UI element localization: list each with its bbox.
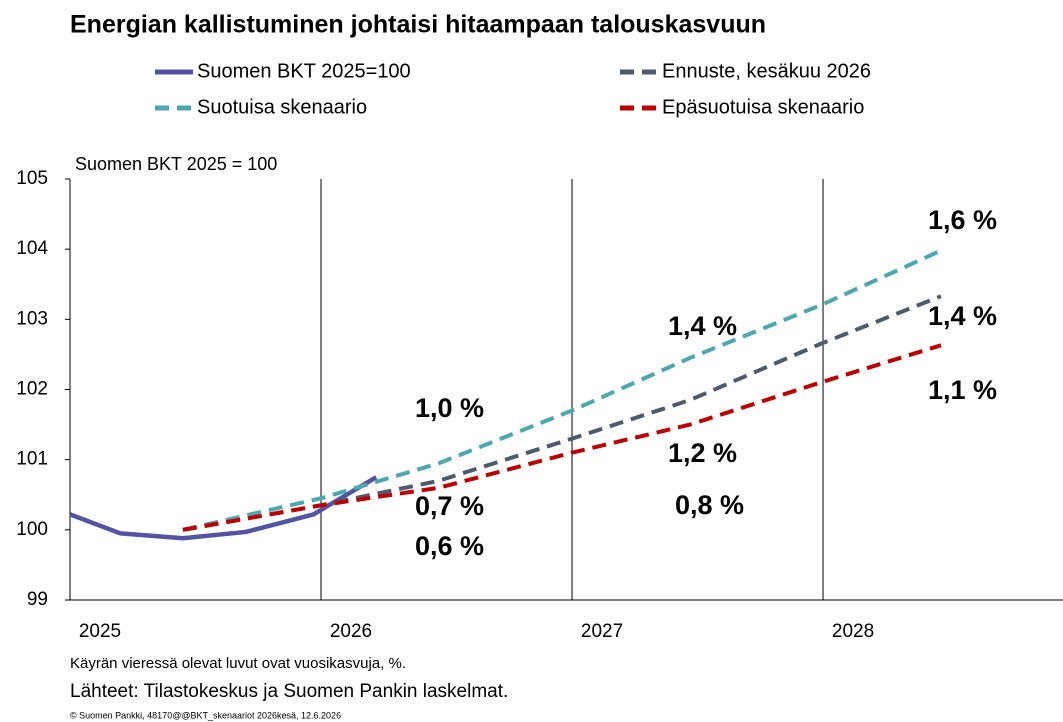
x-tick-label: 2028: [832, 621, 874, 642]
legend-label: Suomen BKT 2025=100: [197, 60, 411, 82]
annotation: 1,6 %: [928, 205, 997, 235]
y-tick-label: 105: [16, 168, 48, 189]
note: Käyrän vieressä olevat luvut ovat vuosik…: [70, 655, 406, 672]
note: Lähteet: Tilastokeskus ja Suomen Pankin …: [70, 681, 508, 702]
chart-title: Energian kallistuminen johtaisi hitaampa…: [70, 11, 766, 39]
annotation: 0,8 %: [675, 490, 744, 520]
y-tick-label: 102: [16, 379, 48, 400]
annotation: 1,0 %: [415, 393, 484, 423]
legend-label: Epäsuotuisa skenaario: [662, 96, 864, 118]
series-line: [69, 475, 378, 541]
x-tick-label: 2027: [581, 621, 623, 642]
x-tick-label: 2026: [330, 621, 372, 642]
y-tick-label: 101: [16, 449, 48, 470]
annotation: 0,6 %: [415, 531, 484, 561]
y-tick-label: 99: [27, 589, 48, 610]
y-tick-label: 100: [16, 519, 48, 540]
x-tick-label: 2025: [79, 621, 121, 642]
legend-label: Ennuste, kesäkuu 2026: [662, 60, 871, 82]
annotation: 1,2 %: [668, 438, 737, 468]
annotation: 1,4 %: [928, 301, 997, 331]
series-line: [182, 343, 942, 532]
annotation: 0,7 %: [415, 491, 484, 521]
legend-label: Suotuisa skenaario: [197, 96, 367, 118]
y-tick-label: 103: [16, 308, 48, 329]
series-line: [182, 248, 942, 532]
annotation: 1,4 %: [668, 311, 737, 341]
copyright: © Suomen Pankki, 48170@@BKT_skenaariot 2…: [70, 710, 341, 720]
y-tick-label: 104: [16, 238, 48, 259]
y-axis-label: Suomen BKT 2025 = 100: [75, 154, 277, 174]
annotation: 1,1 %: [928, 375, 997, 405]
